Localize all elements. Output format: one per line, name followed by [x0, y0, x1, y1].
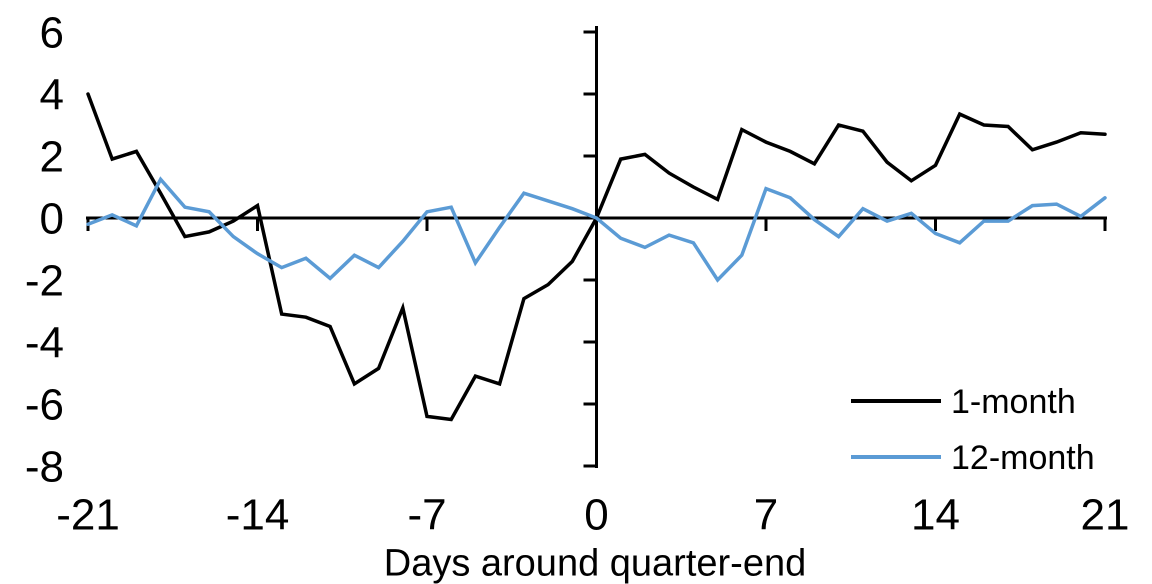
x-axis-tick-label: -7 — [407, 490, 446, 539]
x-axis-tick-label: 7 — [754, 490, 778, 539]
y-axis-tick-label: -6 — [25, 380, 64, 429]
y-axis-tick-label: 6 — [40, 8, 64, 57]
y-axis-tick-label: -8 — [25, 442, 64, 491]
legend-label-1-month: 1-month — [951, 383, 1076, 421]
x-axis-tick-label: -21 — [56, 490, 120, 539]
y-axis-tick-label: 0 — [40, 194, 64, 243]
y-axis-tick-label: -2 — [25, 256, 64, 305]
x-axis-tick-label: 21 — [1081, 490, 1130, 539]
series-line-12-month — [86, 176, 1107, 283]
x-axis-tick-label: -14 — [226, 490, 290, 539]
x-axis-tick-label: 14 — [911, 490, 960, 539]
y-axis-tick-label: 4 — [40, 70, 64, 119]
legend-label-12-month: 12-month — [951, 439, 1095, 477]
y-axis-tick-label: 2 — [40, 132, 64, 181]
y-axis-tick-label: -4 — [25, 318, 64, 367]
x-axis-title: Days around quarter-end — [384, 542, 806, 584]
x-axis-tick-label: 0 — [584, 490, 608, 539]
